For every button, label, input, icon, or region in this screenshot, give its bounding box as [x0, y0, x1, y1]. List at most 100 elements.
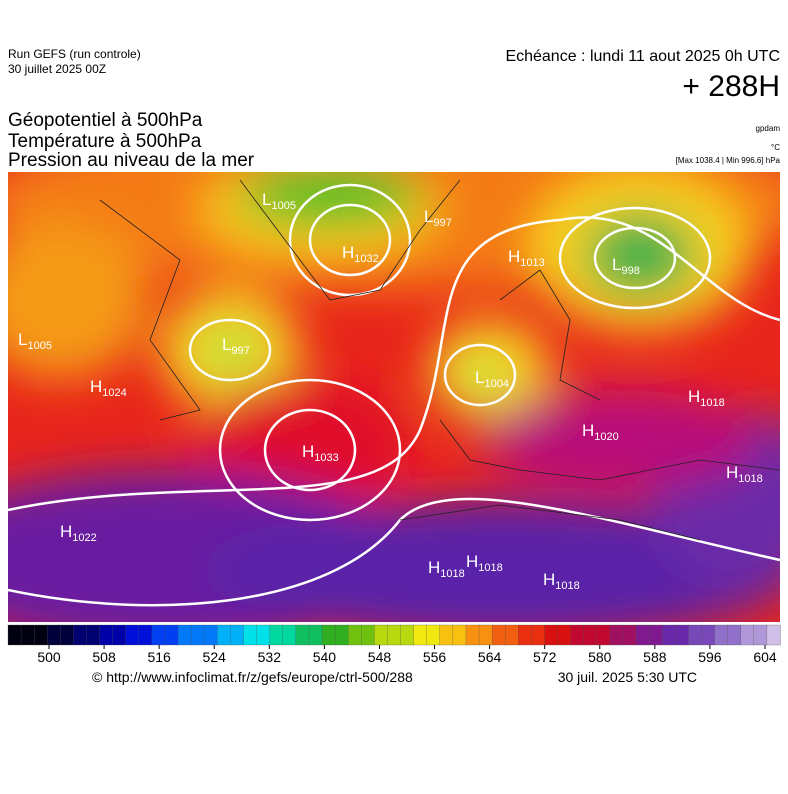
- pressure-center: H1022: [60, 522, 97, 544]
- title: Température à 500hPa: [8, 131, 202, 152]
- colorbar-swatch: [465, 624, 480, 646]
- center-type: L: [612, 255, 621, 274]
- colorbar-swatch: [99, 624, 114, 646]
- center-value: 1032: [354, 253, 378, 265]
- center-value: 1004: [484, 378, 508, 390]
- run: Run GEFS (run controle): [8, 47, 141, 61]
- colorbar-swatch: [727, 624, 742, 646]
- colorbar-swatch: [138, 624, 153, 646]
- colorbar-tick-label: 588: [643, 649, 667, 665]
- center-type: L: [424, 207, 433, 226]
- center-value: 1018: [478, 562, 502, 574]
- center-value: 1020: [594, 431, 618, 443]
- unit: [Max 1038.4 | Min 996.6] hPa: [676, 156, 781, 165]
- center-value: 1018: [440, 568, 464, 580]
- lead-time: + 288H: [682, 70, 780, 103]
- colorbar-tick-label: 564: [478, 649, 502, 665]
- colorbar-tick-label: 548: [368, 649, 392, 665]
- center-type: H: [726, 463, 738, 482]
- colorbar-swatch: [531, 624, 546, 646]
- colorbar-swatch: [86, 624, 101, 646]
- colorbar-swatch: [688, 624, 703, 646]
- colorbar-tick-label: 556: [423, 649, 447, 665]
- unit: gpdam: [756, 124, 781, 133]
- center-value: 997: [433, 217, 451, 229]
- colorbar-tick-label: 532: [258, 649, 282, 665]
- colorbar-swatch: [308, 624, 323, 646]
- colorbar-swatch: [635, 624, 650, 646]
- colorbar-tick-label: 540: [313, 649, 337, 665]
- colorbar-swatch: [243, 624, 258, 646]
- pressure-center: H1018: [543, 570, 580, 592]
- colorbar-tick-label: 572: [533, 649, 557, 665]
- center-value: 1005: [27, 340, 51, 352]
- pressure-center: H1020: [582, 421, 619, 443]
- center-value: 998: [621, 265, 639, 277]
- colorbar-swatch: [701, 624, 716, 646]
- colorbar-swatch: [649, 624, 663, 646]
- unit: °C: [771, 143, 780, 152]
- map: [8, 172, 780, 622]
- center-value: 997: [231, 345, 249, 357]
- colorbar-swatch: [740, 624, 755, 646]
- colorbar-tick-label: 604: [753, 649, 777, 665]
- colorbar-swatch: [256, 624, 271, 646]
- colorbar-swatch: [164, 624, 179, 646]
- pressure-center: L998: [612, 255, 640, 277]
- title: Pression au niveau de la mer: [8, 150, 255, 171]
- center-type: H: [428, 558, 440, 577]
- colorbar-swatch: [204, 624, 219, 646]
- pressure-center: H1032: [342, 243, 379, 265]
- colorbar-swatch: [557, 624, 572, 646]
- pressure-center: H1013: [508, 247, 545, 269]
- colorbar-swatch: [675, 624, 690, 646]
- colorbar-swatch: [217, 624, 232, 646]
- pressure-center: H1033: [302, 442, 339, 464]
- colorbar-tick-label: 516: [147, 649, 171, 665]
- pressure-center: L1005: [262, 190, 296, 212]
- pressure-center: H1024: [90, 377, 127, 399]
- center-type: H: [60, 522, 72, 541]
- pressure-center: H1018: [688, 387, 725, 409]
- colorbar-swatch: [622, 624, 637, 646]
- colorbar-swatch: [505, 624, 519, 646]
- center-value: 1005: [271, 200, 295, 212]
- colorbar-swatch: [596, 624, 611, 646]
- colorbar-swatch: [544, 624, 559, 646]
- center-value: 1018: [555, 580, 579, 592]
- center-type: L: [222, 335, 231, 354]
- colorbar-swatch: [583, 624, 598, 646]
- colorbar-swatch: [426, 624, 441, 646]
- colorbar-swatch: [191, 624, 205, 646]
- center-value: 1013: [520, 257, 544, 269]
- colorbar-swatch: [766, 624, 781, 646]
- center-type: H: [543, 570, 555, 589]
- colorbar-swatch: [177, 624, 192, 646]
- center-type: H: [302, 442, 314, 461]
- colorbar-swatch: [20, 624, 35, 646]
- colorbar-swatch: [60, 624, 75, 646]
- colorbar-swatch: [151, 624, 166, 646]
- pressure-center: L997: [424, 207, 452, 229]
- colorbar-swatch: [34, 624, 48, 646]
- center-type: H: [508, 247, 520, 266]
- colorbar-swatch: [491, 624, 506, 646]
- center-type: H: [90, 377, 102, 396]
- pressure-center: L997: [222, 335, 250, 357]
- title: Géopotentiel à 500hPa: [8, 110, 203, 131]
- colorbar-swatch: [112, 624, 127, 646]
- center-type: L: [262, 190, 271, 209]
- center-type: H: [342, 243, 354, 262]
- pressure-center: H1018: [466, 552, 503, 574]
- center-type: L: [18, 330, 27, 349]
- colorbar-swatch: [7, 624, 22, 646]
- colorbar: 500 508 516 524 532 540 548 556 564 572 580 588 596 6…: [7, 624, 781, 665]
- footer-url: © http://www.infoclimat.fr/z/gefs/europe…: [92, 669, 413, 685]
- colorbar-tick-label: 580: [588, 649, 612, 665]
- colorbar-swatch: [321, 624, 336, 646]
- center-value: 1018: [738, 473, 762, 485]
- colorbar-tick-label: 524: [203, 649, 227, 665]
- colorbar-swatch: [269, 624, 284, 646]
- colorbar-swatch: [230, 624, 245, 646]
